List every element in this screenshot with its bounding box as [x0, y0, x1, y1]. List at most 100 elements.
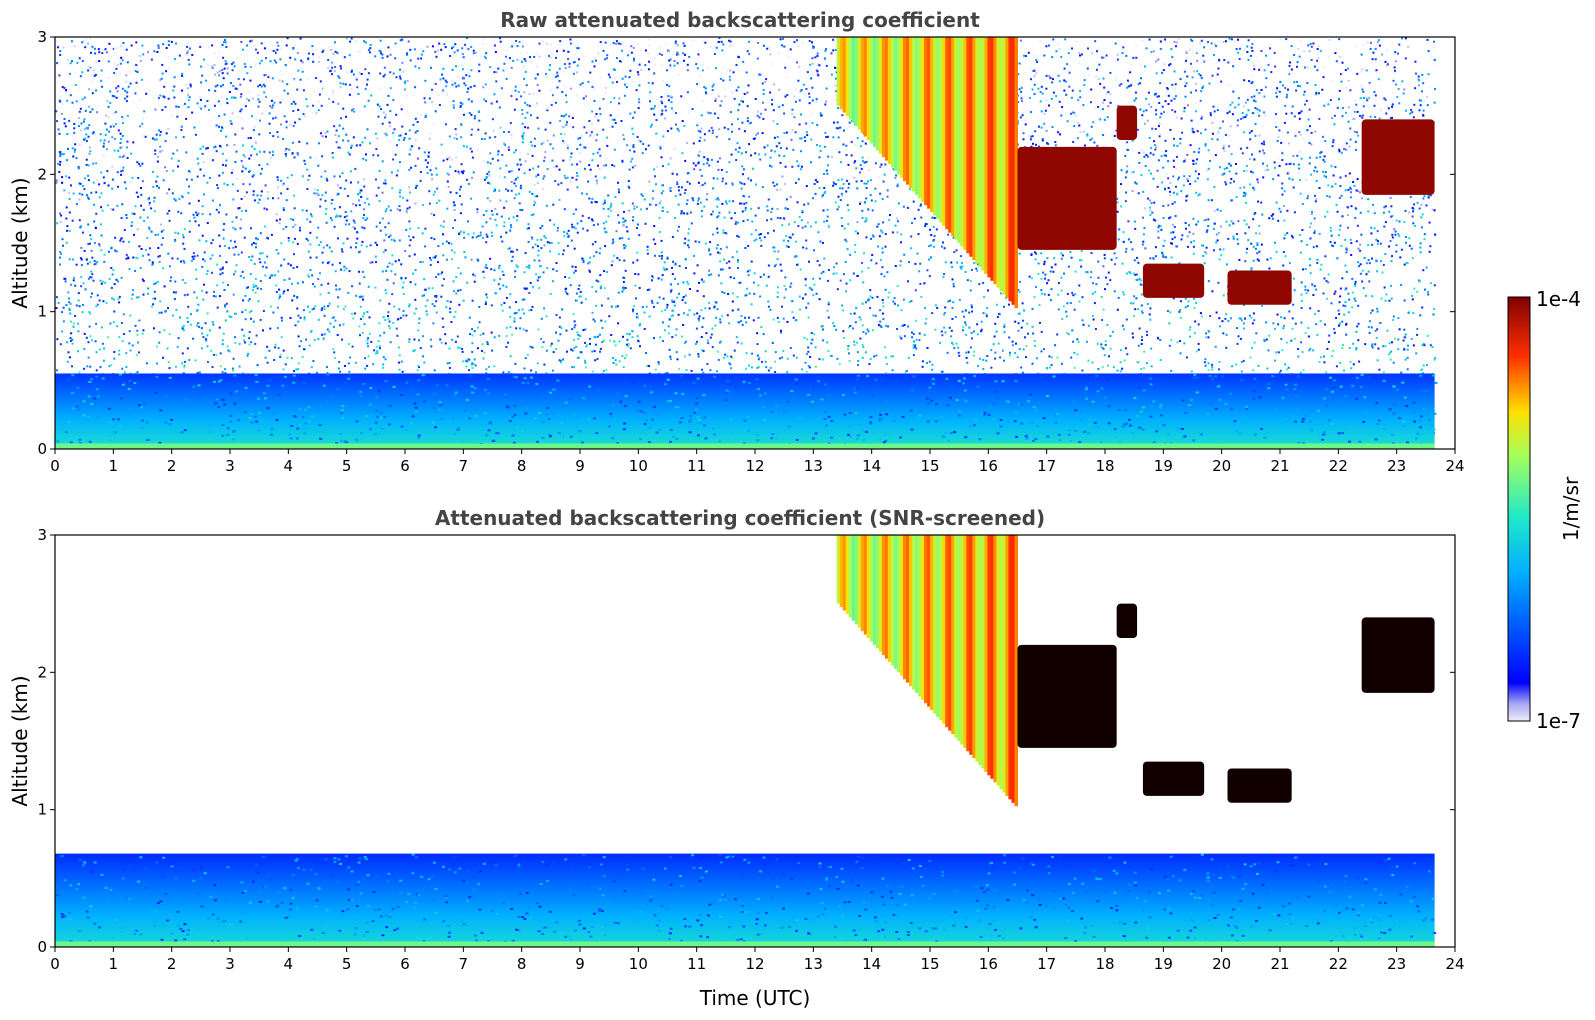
heatmap-cell — [969, 37, 973, 257]
heatmap-cell — [1412, 411, 1416, 414]
heatmap-cell — [168, 376, 172, 379]
heatmap-cell — [1086, 892, 1090, 895]
heatmap-cell — [902, 865, 906, 868]
heatmap-cell — [266, 384, 270, 387]
heatmap-cell — [1229, 916, 1233, 919]
heatmap-cell — [545, 407, 549, 410]
heatmap-cell — [1017, 644, 1117, 748]
heatmap-cell — [140, 419, 144, 422]
heatmap-cell — [824, 383, 828, 386]
heatmap-feature-cloud — [1142, 263, 1205, 298]
heatmap-cell — [626, 868, 630, 871]
heatmap-cell — [1215, 386, 1219, 389]
panel-raw-title: Raw attenuated backscattering coefficien… — [500, 8, 980, 32]
heatmap-cell — [957, 379, 961, 382]
heatmap-cell — [475, 939, 479, 942]
heatmap-cell — [1109, 906, 1113, 909]
heatmap-cell — [1382, 427, 1386, 430]
heatmap-cell — [1127, 418, 1131, 421]
heatmap-cell — [1067, 906, 1071, 909]
heatmap-cell — [1117, 409, 1121, 412]
heatmap-cell — [145, 421, 149, 424]
heatmap-cell — [266, 900, 270, 903]
heatmap-cell — [1370, 921, 1374, 924]
heatmap-cell — [345, 385, 349, 388]
heatmap-cell — [978, 438, 982, 441]
heatmap-cell — [545, 879, 549, 882]
heatmap-cell — [1040, 425, 1044, 428]
heatmap-cell — [1233, 420, 1237, 423]
colorbar-gradient — [1507, 296, 1531, 722]
heatmap-cell — [770, 411, 774, 414]
heatmap-cell — [1232, 876, 1236, 879]
heatmap-cell — [1290, 864, 1294, 867]
heatmap-cell — [880, 418, 884, 421]
heatmap-cell — [266, 407, 270, 410]
heatmap-cell — [747, 861, 751, 864]
heatmap-cell — [283, 898, 287, 901]
heatmap-cell — [688, 925, 692, 928]
heatmap-cell — [854, 412, 858, 415]
y-tick-label: 0 — [37, 938, 47, 956]
heatmap-cell — [427, 395, 431, 398]
heatmap-cell — [1376, 421, 1380, 424]
heatmap-cell — [388, 423, 392, 426]
heatmap-cell — [807, 918, 811, 921]
heatmap-cell — [663, 867, 667, 870]
heatmap-cell — [782, 429, 786, 432]
heatmap-cell — [942, 929, 946, 932]
heatmap-cell — [153, 394, 157, 397]
heatmap-cell — [488, 422, 492, 425]
heatmap-cell — [174, 870, 178, 873]
heatmap-cell — [1228, 392, 1232, 395]
heatmap-cell — [669, 856, 673, 859]
heatmap-cell — [288, 433, 292, 436]
heatmap-cell — [976, 385, 980, 388]
heatmap-cell — [1254, 903, 1258, 906]
heatmap-cell — [675, 437, 679, 440]
heatmap-cell — [1288, 913, 1292, 916]
heatmap-cell — [1051, 855, 1055, 858]
heatmap-cell — [553, 930, 557, 933]
panel-screened-ylabel: Altitude (km) — [8, 675, 32, 806]
heatmap-cell — [1364, 878, 1368, 881]
heatmap-cell — [872, 37, 877, 147]
heatmap-cell — [288, 908, 292, 911]
heatmap-cell — [176, 924, 180, 927]
heatmap-cell — [55, 911, 1435, 915]
heatmap-cell — [697, 418, 701, 421]
heatmap-cell — [347, 898, 351, 901]
heatmap-cell — [537, 930, 541, 933]
heatmap-cell — [1006, 899, 1010, 902]
heatmap-cell — [820, 398, 824, 401]
heatmap-cell — [712, 375, 716, 378]
heatmap-cell — [707, 914, 711, 917]
heatmap-cell — [879, 378, 883, 381]
heatmap-cell — [1052, 907, 1056, 910]
heatmap-cell — [183, 429, 187, 432]
heatmap-cell — [254, 863, 258, 866]
heatmap-cell — [951, 535, 955, 735]
heatmap-cell — [1361, 617, 1435, 693]
heatmap-cell — [721, 893, 725, 896]
heatmap-cell — [447, 935, 451, 938]
heatmap-cell — [1123, 922, 1127, 925]
heatmap-cell — [1066, 916, 1070, 919]
x-tick-label: 1 — [109, 457, 119, 475]
heatmap-cell — [807, 932, 811, 935]
heatmap-cell — [996, 922, 1000, 925]
heatmap-cell — [1133, 871, 1137, 874]
heatmap-cell — [1217, 385, 1221, 388]
heatmap-cell — [1149, 383, 1153, 386]
heatmap-cell — [1392, 412, 1396, 415]
heatmap-cell — [133, 381, 137, 384]
heatmap-cell — [884, 37, 889, 161]
heatmap-cell — [291, 873, 295, 876]
heatmap-cell — [950, 887, 954, 890]
heatmap-cell — [874, 378, 878, 381]
heatmap-cell — [55, 890, 1435, 894]
heatmap-cell — [1180, 437, 1184, 440]
heatmap-cell — [1325, 404, 1329, 407]
heatmap-cell — [412, 906, 416, 909]
heatmap-cell — [856, 884, 860, 887]
